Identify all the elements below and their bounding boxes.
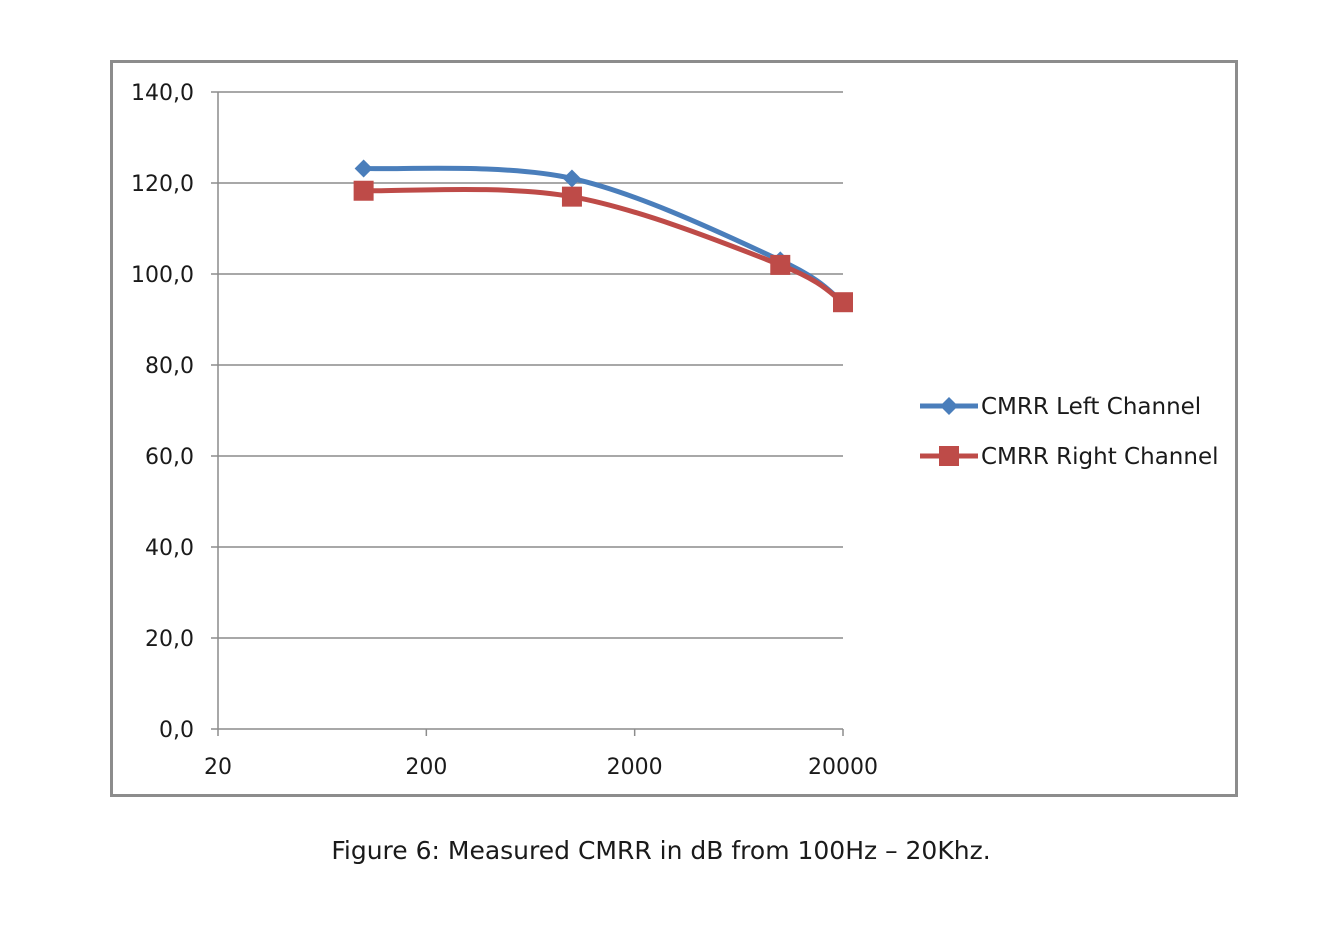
legend-label-left: CMRR Left Channel [981, 394, 1201, 420]
x-tick-label: 200 [405, 755, 447, 780]
x-tick-label: 20000 [808, 755, 878, 780]
y-tick-label: 100,0 [131, 263, 194, 288]
legend-marker-right [939, 446, 959, 466]
data-point-left [562, 169, 581, 188]
data-point-right [561, 186, 582, 207]
grid-lines [218, 91, 843, 639]
series-lines [361, 165, 846, 305]
tick-labels: 0,0 20,0 40,0 60,0 80,0 100,0 120,0 140,0 20 200 2… [131, 81, 878, 780]
y-tick-label: 140,0 [131, 81, 194, 106]
y-tick-label: 120,0 [131, 172, 194, 197]
x-tick-label: 2000 [607, 755, 663, 780]
data-point-right [770, 254, 791, 275]
legend-label-right: CMRR Right Channel [981, 444, 1218, 470]
data-point-left [354, 159, 373, 178]
y-tick-label: 20,0 [145, 627, 194, 652]
series-markers [353, 159, 853, 313]
figure-caption: Figure 6: Measured CMRR in dB from 100Hz… [331, 836, 991, 865]
data-point-right [353, 180, 374, 201]
y-tick-label: 0,0 [159, 718, 194, 743]
axes [211, 91, 844, 736]
data-point-right [833, 292, 853, 313]
series-line-right [361, 186, 846, 305]
chart-frame: 0,0 20,0 40,0 60,0 80,0 100,0 120,0 140,0 20 200 2… [110, 60, 1238, 797]
legend-marker-left [940, 397, 958, 415]
x-tick-label: 20 [204, 755, 232, 780]
chart-svg: 0,0 20,0 40,0 60,0 80,0 100,0 120,0 140,0 20 200 2… [131, 81, 1218, 780]
y-tick-label: 60,0 [145, 445, 194, 470]
y-tick-label: 40,0 [145, 536, 194, 561]
y-tick-label: 80,0 [145, 354, 194, 379]
legend: CMRR Left Channel CMRR Right Channel [920, 394, 1218, 470]
